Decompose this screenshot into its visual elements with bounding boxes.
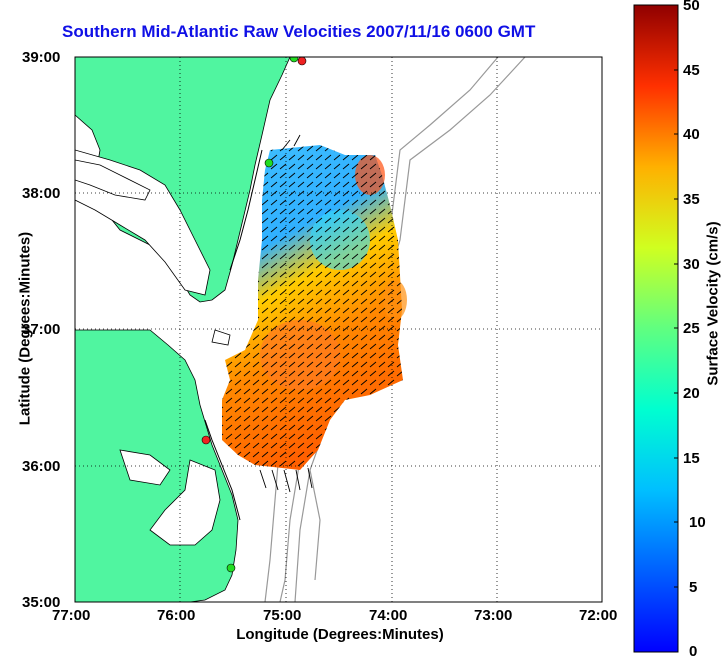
estuaries [75, 149, 231, 546]
x-tick: 75:00 [263, 607, 302, 624]
x-tick: 72:00 [579, 607, 618, 624]
y-tick: 38:00 [22, 185, 61, 202]
colorbar-tick: 20 [683, 385, 700, 402]
map-title: Southern Mid-Atlantic Raw Velocities 200… [62, 22, 536, 41]
velocity-field [222, 134, 407, 493]
site-marker [297, 57, 307, 66]
x-tick: 77:00 [52, 607, 91, 624]
colorbar-tick: 50 [683, 0, 700, 14]
x-axis-label: Longitude (Degrees:Minutes) [236, 626, 444, 643]
colorbar-tick: 25 [683, 320, 700, 337]
x-tick: 73:00 [474, 607, 513, 624]
site-marker [201, 435, 211, 445]
grid [75, 57, 602, 602]
y-tick: 36:00 [22, 458, 61, 475]
barrier-islands [204, 149, 263, 521]
colorbar-tick: 15 [683, 450, 700, 467]
x-tick: 74:00 [369, 607, 408, 624]
colorbar [633, 4, 679, 653]
colorbar-tick: 5 [689, 579, 698, 596]
y-tick: 39:00 [22, 49, 61, 66]
colorbar-tick: 35 [683, 191, 700, 208]
y-axis-label: Latitude (Degrees:Minutes) [16, 231, 34, 426]
colorbar-tick: 30 [683, 256, 700, 273]
colorbar-tick: 0 [689, 643, 698, 660]
y-tick: 37:00 [22, 321, 61, 338]
site-marker [264, 158, 274, 168]
site-markers [201, 57, 307, 573]
colorbar-tick: 45 [683, 62, 700, 79]
y-tick: 35:00 [22, 594, 61, 611]
colorbar-tick: 40 [683, 126, 700, 143]
site-marker [226, 563, 236, 573]
x-tick: 76:00 [157, 607, 196, 624]
colorbar-tick: 10 [689, 514, 706, 531]
colorbar-label: Surface Velocity (cm/s) [704, 221, 722, 386]
site-marker [289, 57, 299, 63]
colorbar-ticks [674, 69, 678, 588]
